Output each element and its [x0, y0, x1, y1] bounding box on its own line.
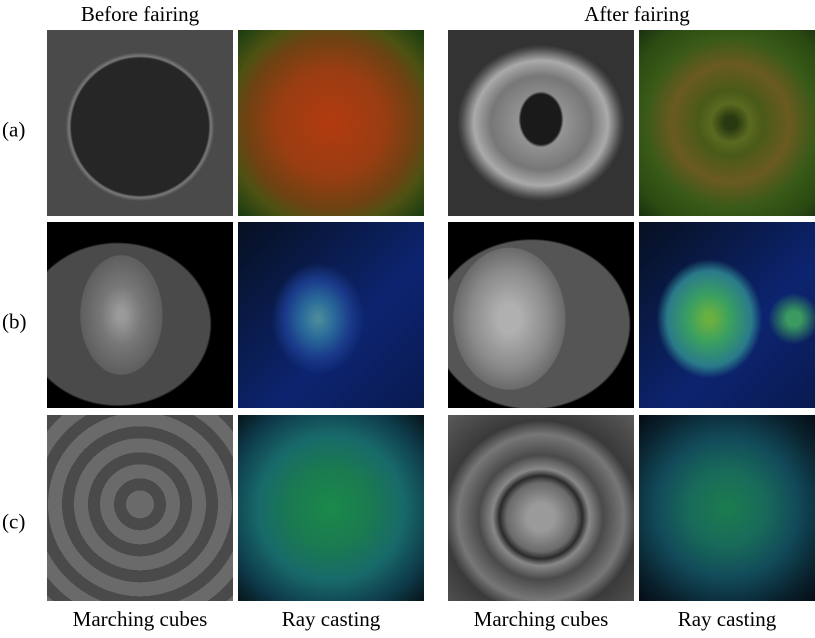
panel-image — [238, 222, 424, 408]
header-before: Before fairing — [81, 2, 199, 27]
panel-image — [448, 222, 634, 408]
row-label: (b) — [2, 310, 27, 335]
panel-image — [639, 30, 815, 216]
panel-image — [47, 222, 233, 408]
panel-image — [47, 30, 233, 216]
panel-image — [47, 415, 233, 601]
panel-image — [639, 415, 815, 601]
panel-image — [448, 415, 634, 601]
panel-image — [238, 30, 424, 216]
figure: Before fairing After fairing (a) (b) (c)… — [0, 0, 815, 638]
column-label: Marching cubes — [73, 607, 208, 632]
row-label: (c) — [2, 510, 25, 535]
header-after: After fairing — [584, 2, 690, 27]
column-label: Ray casting — [678, 607, 777, 632]
panel-image — [238, 415, 424, 601]
row-label: (a) — [2, 118, 25, 143]
panel-image — [639, 222, 815, 408]
column-label: Ray casting — [282, 607, 381, 632]
column-label: Marching cubes — [474, 607, 609, 632]
panel-image — [448, 30, 634, 216]
